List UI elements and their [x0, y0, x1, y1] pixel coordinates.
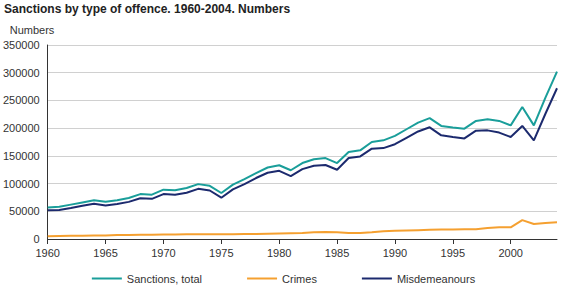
svg-text:0: 0 — [34, 233, 40, 245]
svg-text:Misdemeanours: Misdemeanours — [397, 273, 476, 285]
svg-text:1990: 1990 — [383, 247, 407, 259]
svg-text:1965: 1965 — [93, 247, 117, 259]
svg-text:250000: 250000 — [3, 94, 40, 106]
svg-text:300000: 300000 — [3, 67, 40, 79]
svg-text:200000: 200000 — [3, 122, 40, 134]
svg-text:350000: 350000 — [3, 39, 40, 51]
svg-text:1975: 1975 — [209, 247, 233, 259]
svg-text:2000: 2000 — [498, 247, 522, 259]
svg-text:150000: 150000 — [3, 150, 40, 162]
svg-text:50000: 50000 — [9, 205, 40, 217]
svg-text:Numbers: Numbers — [10, 24, 55, 36]
svg-text:100000: 100000 — [3, 178, 40, 190]
svg-text:Crimes: Crimes — [282, 273, 317, 285]
svg-text:1980: 1980 — [267, 247, 291, 259]
svg-text:1960: 1960 — [35, 247, 59, 259]
svg-text:Sanctions by type of offence.: Sanctions by type of offence. 1960-2004.… — [4, 2, 290, 16]
svg-text:Sanctions, total: Sanctions, total — [127, 273, 202, 285]
svg-text:1970: 1970 — [151, 247, 175, 259]
svg-text:1995: 1995 — [441, 247, 465, 259]
svg-text:1985: 1985 — [325, 247, 349, 259]
